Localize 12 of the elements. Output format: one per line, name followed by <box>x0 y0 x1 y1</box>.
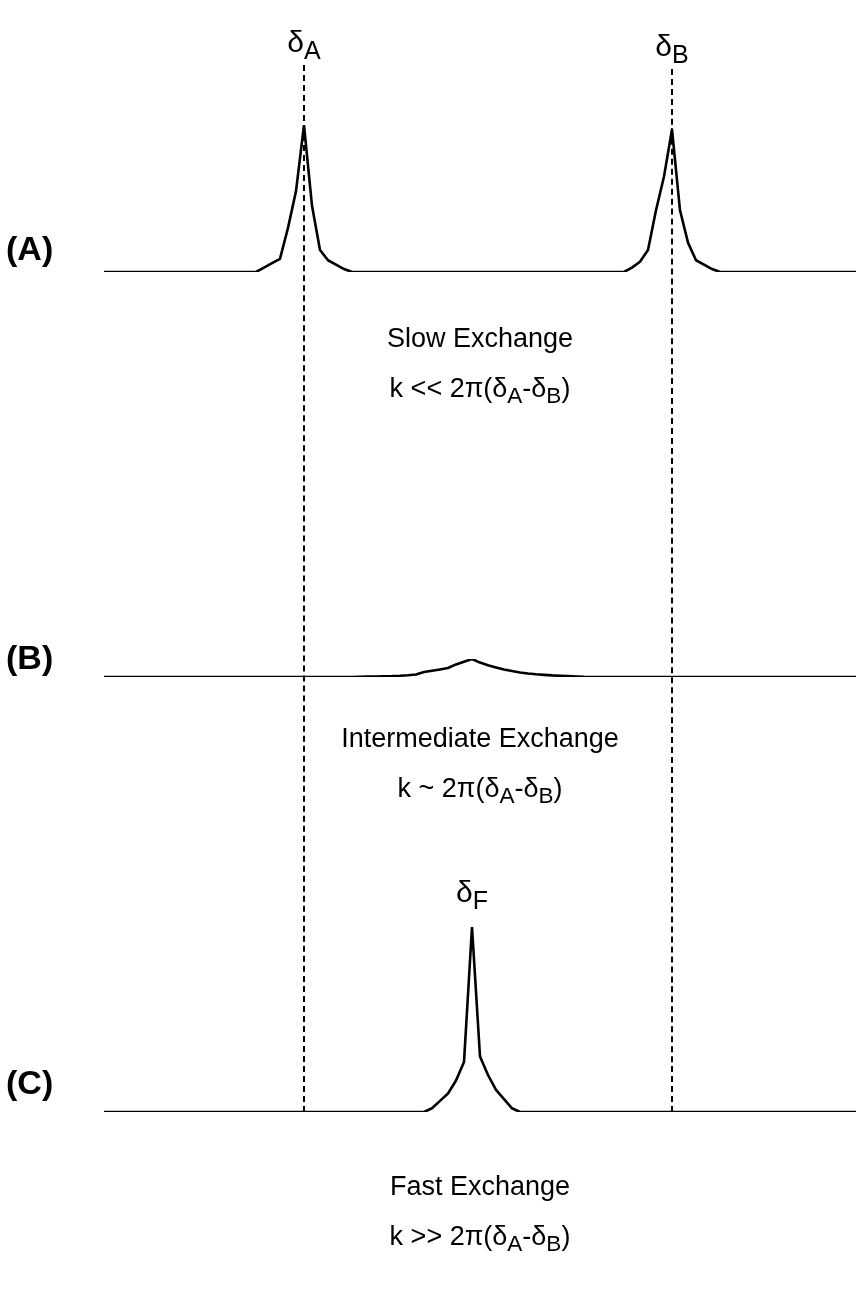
text: Intermediate Exchange <box>337 722 623 754</box>
text: Slow Exchange <box>382 322 578 354</box>
text: Fast Exchange <box>385 1170 575 1202</box>
text: (A) <box>6 228 54 268</box>
annotation: δ$_{F}$ <box>454 875 490 917</box>
text: (C) <box>6 1062 54 1102</box>
chart-title: (B) <box>6 637 54 677</box>
text: k << 2π(δ$_{A}$-δ$_{B}$) <box>385 372 575 413</box>
annotation: δ$_{B}$ <box>653 29 691 72</box>
text: k ~ 2π(δ$_{A}$-δ$_{B}$) <box>393 772 567 813</box>
annotation: δ$_{A}$ <box>285 25 323 67</box>
text: k >> 2π(δ$_{A}$-δ$_{B}$) <box>385 1220 575 1261</box>
